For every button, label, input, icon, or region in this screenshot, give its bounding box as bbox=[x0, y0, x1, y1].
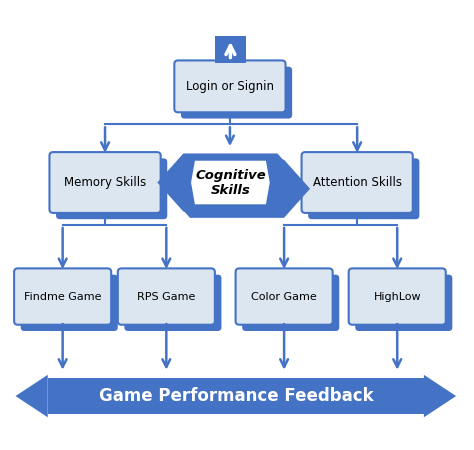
FancyBboxPatch shape bbox=[48, 378, 424, 414]
Text: Login or Signin: Login or Signin bbox=[186, 80, 274, 93]
FancyBboxPatch shape bbox=[124, 274, 221, 331]
FancyBboxPatch shape bbox=[242, 274, 339, 331]
Text: HighLow: HighLow bbox=[374, 292, 421, 302]
FancyBboxPatch shape bbox=[174, 60, 285, 112]
Text: Attention Skills: Attention Skills bbox=[313, 176, 401, 189]
FancyBboxPatch shape bbox=[308, 158, 419, 219]
FancyBboxPatch shape bbox=[14, 268, 111, 325]
FancyBboxPatch shape bbox=[356, 274, 452, 331]
Polygon shape bbox=[164, 160, 310, 218]
FancyBboxPatch shape bbox=[49, 152, 161, 213]
FancyBboxPatch shape bbox=[181, 67, 292, 118]
FancyBboxPatch shape bbox=[118, 268, 215, 325]
Text: Findme Game: Findme Game bbox=[24, 292, 101, 302]
Polygon shape bbox=[424, 375, 456, 417]
Text: Memory Skills: Memory Skills bbox=[64, 176, 146, 189]
FancyBboxPatch shape bbox=[21, 274, 118, 331]
FancyBboxPatch shape bbox=[349, 268, 446, 325]
Text: Color Game: Color Game bbox=[251, 292, 317, 302]
Text: RPS Game: RPS Game bbox=[137, 292, 195, 302]
Text: Cognitive
Skills: Cognitive Skills bbox=[195, 168, 266, 197]
Text: Game Performance Feedback: Game Performance Feedback bbox=[99, 387, 373, 405]
FancyBboxPatch shape bbox=[236, 268, 333, 325]
Polygon shape bbox=[157, 153, 303, 212]
FancyBboxPatch shape bbox=[215, 36, 246, 63]
Polygon shape bbox=[191, 161, 270, 204]
FancyBboxPatch shape bbox=[56, 158, 167, 219]
Polygon shape bbox=[16, 375, 48, 417]
FancyBboxPatch shape bbox=[301, 152, 413, 213]
